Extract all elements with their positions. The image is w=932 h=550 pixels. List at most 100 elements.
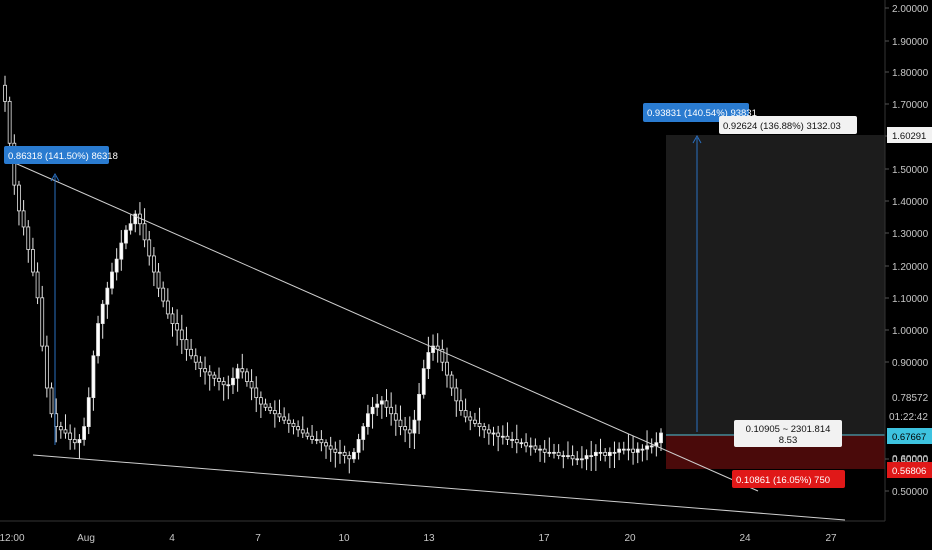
candle-body <box>86 397 91 427</box>
candle-body <box>156 271 161 289</box>
candle-body <box>552 451 556 454</box>
candle-body <box>593 451 598 456</box>
candle-body <box>473 419 477 424</box>
price-tick-label: 0.50000 <box>892 487 929 498</box>
price-tick-label: 1.10000 <box>892 294 929 305</box>
countdown-timer: 01:22:42 <box>889 412 928 423</box>
candle-body <box>352 451 356 460</box>
candle-body <box>258 397 263 405</box>
last-high-price: 0.78572 <box>892 393 929 404</box>
price-tick-label: 0.90000 <box>892 358 929 369</box>
candle-body <box>82 426 86 440</box>
candle-body <box>333 448 338 453</box>
candle-body <box>305 432 310 437</box>
time-tick-label: 12:00 <box>0 533 25 544</box>
candle-body <box>570 455 575 460</box>
center-label[interactable]: 0.10905 ~ 2301.814 8.53 <box>734 420 842 447</box>
candle-body <box>328 445 333 450</box>
center-label-line2: 8.53 <box>779 435 798 446</box>
candle-body <box>640 448 645 451</box>
candle-body <box>184 339 189 350</box>
stop-label[interactable]: 0.10861 (16.05%) 750 <box>732 470 845 488</box>
candle-body <box>589 455 594 457</box>
candle-body <box>421 368 426 395</box>
candle-body <box>291 422 296 428</box>
candle-body <box>324 442 328 447</box>
candle-body <box>282 416 287 421</box>
candle-body <box>375 403 380 408</box>
candle-body <box>21 210 26 228</box>
lower-trendline[interactable] <box>32 454 846 521</box>
price-tick-label: 1.20000 <box>892 262 929 273</box>
candle-body <box>151 255 156 273</box>
time-axis[interactable]: 12:00 Aug 4 7 10 13 17 20 24 27 <box>0 533 837 544</box>
candle-body <box>412 419 417 434</box>
candle-body <box>500 435 505 438</box>
stop-price-tag: 0.56806 <box>887 462 932 478</box>
candle-body <box>603 451 608 456</box>
candle-body <box>356 439 361 453</box>
candle-body <box>110 271 114 289</box>
candle-body <box>407 429 412 434</box>
candle-body <box>454 387 459 402</box>
left-measure-arrowhead <box>50 172 60 182</box>
candle-body <box>440 348 445 363</box>
candle-body <box>379 400 384 405</box>
upper-trendline[interactable] <box>7 159 759 492</box>
candle-body <box>175 323 180 331</box>
candle-body <box>584 455 589 460</box>
candle-body <box>347 455 352 460</box>
candle-body <box>561 455 566 457</box>
candle-body <box>384 400 389 408</box>
candle-body <box>240 368 245 373</box>
candle-body <box>365 413 370 428</box>
stop-label-text: 0.10861 (16.05%) 750 <box>736 475 830 486</box>
target-price-text: 1.60291 <box>892 131 926 142</box>
candle-body <box>556 451 561 456</box>
time-tick-label: 10 <box>338 533 350 544</box>
candle-body <box>547 451 552 454</box>
candle-body <box>128 223 133 231</box>
candle-body <box>68 432 73 440</box>
candle-body <box>142 223 147 241</box>
candle-body <box>161 287 166 302</box>
candlestick-series <box>3 75 663 474</box>
price-axis[interactable]: 2.000001.900001.800001.700001.600001.500… <box>885 4 929 498</box>
candle-body <box>300 429 305 434</box>
candle-body <box>249 381 254 389</box>
candle-body <box>612 451 617 454</box>
candle-body <box>286 419 291 424</box>
candle-body <box>524 442 528 447</box>
candle-body <box>580 458 584 461</box>
candle-body <box>217 377 221 382</box>
price-tick-label: 1.30000 <box>892 229 929 240</box>
price-tick-label: 1.80000 <box>892 68 929 79</box>
candle-body <box>100 303 105 324</box>
candle-body <box>393 413 398 421</box>
price-tick-label: 0.60000 <box>892 455 929 466</box>
candle-body <box>198 361 203 370</box>
time-tick-label: 20 <box>624 533 636 544</box>
price-tick-label: 1.00000 <box>892 326 929 337</box>
price-tick-label: 1.50000 <box>892 165 929 176</box>
candle-body <box>575 458 580 461</box>
target-label[interactable]: 0.92624 (136.88%) 3132.03 <box>719 116 857 134</box>
candle-body <box>310 435 314 440</box>
candle-body <box>114 258 119 273</box>
candle-body <box>44 345 49 389</box>
candle-body <box>607 451 612 456</box>
time-tick-label: 24 <box>739 533 751 544</box>
left-measure-label[interactable]: 0.86318 (141.50%) 86318 <box>4 146 118 164</box>
candle-body <box>17 184 21 212</box>
candle-body <box>361 426 366 440</box>
target-zone[interactable] <box>666 135 885 435</box>
candle-body <box>314 439 319 441</box>
candle-body <box>263 403 268 408</box>
candle-body <box>193 355 198 363</box>
candle-body <box>221 381 226 386</box>
candle-body <box>58 426 63 431</box>
time-tick-label: 27 <box>825 533 837 544</box>
candle-body <box>3 84 7 102</box>
candle-body <box>542 448 547 453</box>
